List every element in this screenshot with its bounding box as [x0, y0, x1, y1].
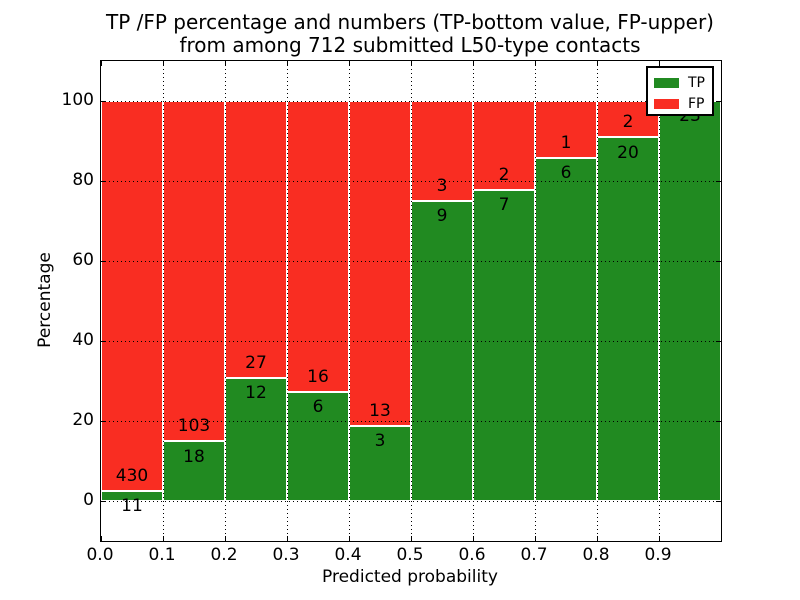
x-gridline [163, 61, 164, 541]
x-gridline [535, 61, 536, 541]
tp-count-label: 9 [436, 206, 448, 227]
fp-count-label: 103 [177, 416, 211, 437]
fp-count-label: 430 [115, 465, 149, 486]
chart-title-line2: from among 712 submitted L50-type contac… [179, 33, 641, 57]
bar-fp-segment [473, 101, 535, 190]
x-gridline [287, 61, 288, 541]
x-axis-label: Predicted probability [322, 567, 498, 587]
y-tick-label: 40 [72, 330, 94, 350]
legend: TP FP [646, 66, 714, 116]
x-gridline [597, 61, 598, 541]
tp-count-label: 7 [498, 195, 510, 216]
x-tick-label: 0.7 [520, 545, 548, 565]
y-tick-label: 80 [72, 170, 94, 190]
tp-count-label: 12 [245, 383, 267, 404]
bar-tp-segment [473, 189, 535, 501]
tp-count-label: 3 [374, 431, 386, 452]
legend-label-tp: TP [688, 74, 705, 91]
legend-item-tp: TP [654, 72, 706, 93]
y-gridline [101, 261, 721, 262]
y-gridline [101, 181, 721, 182]
x-gridline [349, 61, 350, 541]
bar-tp-segment [597, 137, 659, 501]
legend-item-fp: FP [654, 93, 706, 114]
x-tick-label: 0.1 [148, 545, 176, 565]
x-gridline [659, 61, 660, 541]
x-gridline [225, 61, 226, 541]
bar-tp-segment [349, 426, 411, 501]
x-tick-label: 0.6 [458, 545, 486, 565]
y-tick-label: 20 [72, 410, 94, 430]
bar-fp-segment [101, 101, 163, 492]
tp-count-label: 20 [617, 142, 639, 163]
chart-title: TP /FP percentage and numbers (TP-bottom… [100, 11, 720, 57]
x-tick-bottom [101, 536, 102, 541]
bar-fp-segment [349, 101, 411, 426]
bar-fp-segment [163, 101, 225, 442]
fp-count-label: 1 [560, 132, 572, 153]
fp-count-label: 3 [436, 175, 448, 196]
bar-tp-segment [163, 441, 225, 501]
tp-swatch-icon [654, 77, 679, 88]
y-gridline [101, 501, 721, 502]
tp-count-label: 6 [560, 163, 572, 184]
fp-count-label: 16 [307, 366, 329, 387]
bar-tp-segment [411, 201, 473, 501]
x-tick-label: 0.9 [644, 545, 672, 565]
x-tick-label: 0.3 [272, 545, 300, 565]
fp-count-label: 2 [622, 112, 634, 133]
fp-swatch-icon [654, 98, 679, 109]
legend-label-fp: FP [688, 95, 705, 112]
y-tick-label: 60 [72, 250, 94, 270]
bar-tp-segment [287, 391, 349, 501]
y-gridline [101, 421, 721, 422]
fp-count-label: 27 [245, 352, 267, 373]
x-gridline [473, 61, 474, 541]
fp-count-label: 13 [369, 400, 391, 421]
bar-tp-segment [535, 158, 597, 501]
bar-fp-segment [287, 101, 349, 392]
y-gridline [101, 101, 721, 102]
bar-fp-segment [225, 101, 287, 378]
x-gridline [411, 61, 412, 541]
y-gridline [101, 341, 721, 342]
plot-area: 430 11 103 18 27 12 16 6 13 3 3 9 2 7 1 6 2 20 23 [100, 60, 722, 542]
bar-fp-segment [535, 101, 597, 159]
y-tick-label: 100 [61, 90, 94, 110]
x-tick-label: 0.4 [334, 545, 362, 565]
tp-count-label: 11 [121, 496, 143, 517]
bar-tp-segment [101, 491, 163, 501]
x-tick-top [101, 61, 102, 66]
bar-tp-segment [659, 101, 721, 501]
x-tick-label: 0.8 [582, 545, 610, 565]
bar-fp-segment [597, 101, 659, 138]
x-tick-label: 0.0 [86, 545, 114, 565]
fp-count-label: 2 [498, 164, 510, 185]
x-tick-label: 0.5 [396, 545, 424, 565]
tp-count-label: 6 [312, 397, 324, 418]
chart-title-line1: TP /FP percentage and numbers (TP-bottom… [106, 10, 714, 34]
tp-count-label: 18 [183, 446, 205, 467]
y-tick-label: 0 [83, 490, 94, 510]
x-tick-label: 0.2 [210, 545, 238, 565]
